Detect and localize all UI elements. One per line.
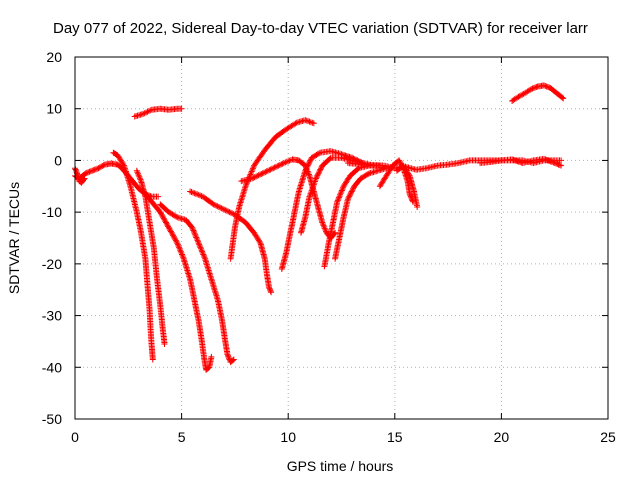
series-pass-plateau-10 — [131, 105, 185, 120]
x-tick-label: 0 — [71, 429, 79, 445]
y-tick-label: 20 — [46, 49, 62, 65]
y-tick-label: -10 — [42, 204, 62, 220]
series-pass-v-2 — [298, 154, 366, 236]
series-markers — [110, 149, 156, 363]
series-markers — [477, 155, 565, 169]
series-pass-dip-3 — [140, 188, 215, 373]
x-tick-label: 25 — [600, 429, 616, 445]
x-axis-label: GPS time / hours — [287, 458, 394, 474]
y-tick-label: -20 — [42, 256, 62, 272]
tick-marks — [74, 56, 609, 420]
y-tick-label: -30 — [42, 308, 62, 324]
series-markers — [187, 188, 275, 296]
x-tick-label: 15 — [387, 429, 403, 445]
series-markers — [157, 201, 237, 366]
series-markers — [298, 154, 366, 236]
series-markers — [140, 188, 215, 373]
plot-frame — [74, 56, 609, 420]
series-pass-rise-wave — [238, 156, 339, 241]
y-axis-label: SDTVAR / TECUs — [6, 182, 22, 294]
y-tick-label: 0 — [54, 152, 62, 168]
series-layer — [72, 82, 567, 373]
series-pass-v-4 — [332, 165, 390, 262]
series-markers — [238, 156, 339, 241]
y-tick-label: -50 — [42, 411, 62, 427]
series-pass-baseline-late — [477, 155, 565, 169]
x-tick-labels: 0 5 10 15 20 25 — [71, 429, 616, 445]
x-tick-label: 5 — [178, 429, 186, 445]
series-pass-mid-descend — [187, 188, 275, 296]
series-markers — [133, 167, 168, 347]
series-markers — [332, 165, 390, 262]
x-tick-label: 10 — [280, 429, 296, 445]
y-tick-labels: -50 -40 -30 -20 -10 0 10 20 — [42, 49, 62, 427]
series-pass-arc-14 — [509, 82, 567, 104]
y-tick-label: 10 — [46, 101, 62, 117]
chart-title: Day 077 of 2022, Sidereal Day-to-day VTE… — [53, 20, 588, 37]
series-pass-dip-2 — [133, 167, 168, 347]
series-markers — [131, 105, 185, 120]
series-markers — [509, 82, 567, 104]
x-tick-label: 20 — [494, 429, 510, 445]
series-pass-dip-1 — [110, 149, 156, 363]
y-tick-label: -40 — [42, 359, 62, 375]
series-pass-dip-4 — [157, 201, 237, 366]
